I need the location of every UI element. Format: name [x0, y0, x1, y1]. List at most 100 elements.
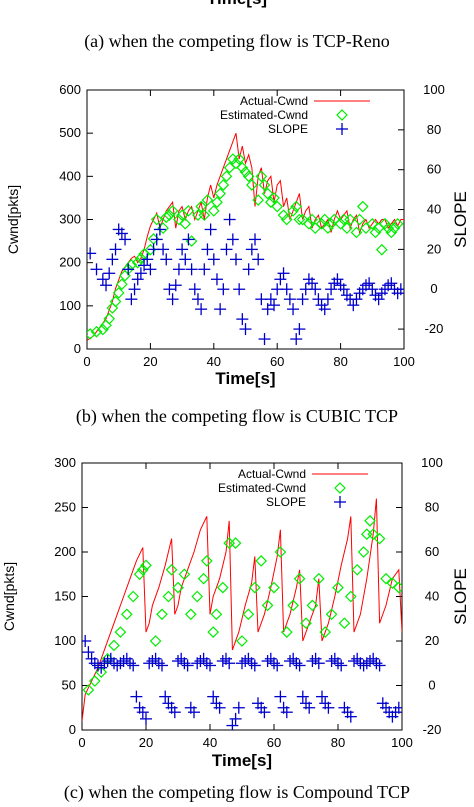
- panel-c-series-slope-point: [357, 659, 370, 672]
- panel-b-series-slope-point: [144, 263, 157, 276]
- panel-b-ytick-label: 200: [59, 255, 81, 270]
- caption-c: (c) when the competing flow is Compound …: [64, 782, 410, 803]
- panel-c-series-estimated-cwnd-point: [162, 590, 175, 603]
- panel-b-series-actual-cwnd-line: [87, 132, 404, 341]
- panel-c-series-slope-point: [82, 635, 92, 647]
- panel-c-legend-label: Actual-Cwnd: [238, 467, 306, 481]
- panel-b-series-slope-point: [223, 213, 236, 226]
- panel-b-series-slope-point: [128, 283, 141, 296]
- panel-b-ytick-label: 400: [59, 168, 81, 183]
- panel-c-series-slope-point: [245, 657, 258, 670]
- panel-b-series-slope-point: [290, 333, 303, 346]
- panel-b-series-slope-point: [236, 313, 249, 326]
- panel-c-series-estimated-cwnd-point: [332, 581, 344, 594]
- panel-c-series-slope-point: [194, 655, 207, 668]
- panel-b-series-slope-point: [198, 263, 211, 276]
- panel-b-series-slope-point: [138, 259, 151, 272]
- panel-c-series-slope-point: [392, 701, 402, 714]
- panel-c-legend-label: SLOPE: [266, 495, 306, 509]
- panel-c-ytick-label: 0: [69, 722, 76, 737]
- panel-c-series-slope-point: [111, 659, 124, 672]
- panel-b-series-slope-point: [372, 293, 385, 306]
- panel-c-series-estimated-cwnd-point: [114, 626, 127, 638]
- panel-c-series-slope-point: [332, 657, 344, 670]
- panel-b-series-slope-point: [321, 293, 334, 306]
- panel-c-series-estimated-cwnd-point: [120, 608, 133, 621]
- panel-c-series-estimated-cwnd-point: [261, 599, 274, 612]
- panel-b-series-slope-point: [283, 293, 296, 306]
- panel-b-series-estimated-cwnd-point: [379, 217, 391, 230]
- panel-b-ylabel: Cwnd[pkts]: [5, 185, 21, 254]
- panel-c-xtick-label: 0: [78, 735, 85, 750]
- panel-b-series-slope-point: [214, 303, 227, 316]
- panel-b-series-slope-point: [176, 243, 189, 256]
- panel-b-ytick-label: 0: [74, 341, 81, 356]
- panel-b-series-slope-point: [280, 283, 293, 296]
- caption-b: (b) when the competing flow is CUBIC TCP: [76, 406, 398, 427]
- panel-b-series-estimated-cwnd-point: [195, 200, 207, 213]
- panel-c-y2tick-label: 20: [425, 633, 439, 648]
- panel-b-series-slope-point: [141, 253, 154, 266]
- panel-b-series-estimated-cwnd-point: [258, 179, 271, 191]
- panel-b-series-estimated-cwnd-point: [220, 170, 233, 183]
- panel-b-series-estimated-cwnd-point: [182, 205, 195, 217]
- panel-c-series-estimated-cwnd-point: [165, 563, 178, 576]
- panel-b-xtick-label: 100: [393, 354, 415, 369]
- panel-b-series-slope-point: [160, 253, 173, 266]
- caption-a: (a) when the competing flow is TCP-Reno: [84, 31, 390, 52]
- panel-b-series-estimated-cwnd-point: [135, 252, 147, 265]
- panel-b-series-estimated-cwnd-point: [334, 217, 347, 230]
- panel-b-series-estimated-cwnd-point: [280, 213, 293, 226]
- panel-b-series-estimated-cwnd-point: [242, 170, 255, 183]
- panel-b-series-slope-point: [179, 253, 192, 266]
- panel-c-series-slope-point: [258, 706, 271, 719]
- panel-c-series-estimated-cwnd-point: [184, 608, 197, 621]
- panel-b-y2tick-label: 80: [427, 122, 441, 137]
- panel-b-y2label: SLOPE: [451, 191, 470, 248]
- panel-b-series-slope-point: [87, 247, 97, 260]
- panel-c-series-slope-point: [290, 657, 303, 670]
- panel-b-ytick-label: 500: [59, 125, 81, 140]
- panel-b-series-slope-point: [394, 283, 404, 296]
- panel-b-xtick-label: 80: [333, 354, 347, 369]
- panel-b-series-slope-point: [195, 303, 208, 316]
- panel-b-series-estimated-cwnd-point: [131, 256, 144, 269]
- panel-b-series-slope-point: [309, 283, 322, 296]
- panel-c-series-slope-point: [226, 719, 239, 730]
- panel-b-series-estimated-cwnd-point: [179, 217, 192, 230]
- panel-c-series-estimated-cwnd-point: [156, 608, 168, 621]
- panel-c-series-slope-point: [168, 706, 181, 719]
- panel-c-series-slope-point: [316, 690, 328, 703]
- panel-b-series-slope-point: [182, 233, 195, 246]
- panel-b-y2tick-label: 0: [430, 281, 437, 296]
- panel-b-series-slope-point: [242, 263, 255, 276]
- panel-b-series-slope-point: [350, 293, 363, 306]
- panel-c-series-estimated-cwnd-point: [216, 581, 229, 594]
- panel-b-series-slope-point: [325, 283, 338, 296]
- panel-b-legend-label: Actual-Cwnd: [240, 94, 308, 108]
- panel-b-series-estimated-cwnd-point: [233, 153, 246, 165]
- panel-b-series-estimated-cwnd-point: [375, 243, 388, 256]
- panel-c-ytick-label: 200: [54, 544, 76, 559]
- panel-b-series-estimated-cwnd-point: [245, 179, 258, 191]
- panel-c-series-estimated-cwnd-point: [338, 617, 351, 630]
- panel-c-series-estimated-cwnd-point: [287, 599, 300, 612]
- panel-c-series-slope-point: [261, 655, 274, 668]
- panel-b-series-estimated-cwnd-point: [261, 187, 274, 200]
- panel-c-series-slope-point: [159, 690, 172, 703]
- panel-b-series-slope-point: [268, 299, 281, 312]
- panel-b-series-estimated-cwnd-point: [341, 222, 353, 234]
- panel-b-series-slope-point: [150, 233, 163, 246]
- panel-b-series-slope-point: [261, 303, 274, 316]
- panel-c-series-slope-point: [152, 657, 165, 670]
- panel-c-series-estimated-cwnd-point: [82, 684, 95, 696]
- panel-c-ytick-label: 100: [54, 633, 76, 648]
- panel-b-series-slope-point: [188, 283, 201, 296]
- panel-c-series-slope-point: [156, 659, 168, 672]
- panel-c-series-slope-point: [344, 710, 357, 723]
- panel-b-ytick-label: 600: [59, 82, 81, 97]
- panel-c-ytick-label: 50: [62, 678, 76, 693]
- panel-c-series-slope-point: [146, 655, 159, 668]
- panel-b-series-slope-point: [274, 273, 287, 286]
